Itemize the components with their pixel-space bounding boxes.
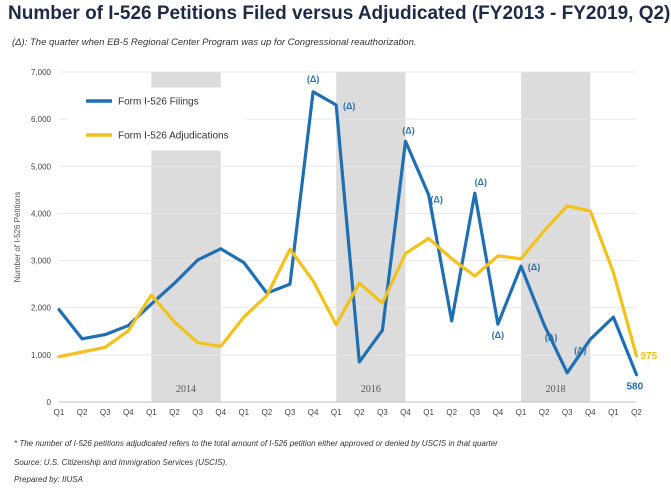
delta-annotation: (Δ): [343, 101, 355, 111]
delta-annotation: (Δ): [492, 330, 504, 340]
legend: Form I-526 Filings Form I-526 Adjudicatio…: [67, 87, 247, 151]
legend-box: [67, 87, 247, 151]
x-tick-label: Q3: [469, 408, 480, 417]
x-tick-label: Q4: [585, 408, 596, 417]
end-value-label-1: 580: [627, 382, 644, 393]
x-tick-label: Q4: [123, 408, 134, 417]
x-tick-label: Q4: [400, 408, 411, 417]
x-tick-labels: Q1 Q2 Q3 Q4 Q1 Q2 Q3 Q4 Q1 Q2 Q3 Q4 Q1 Q2 Q3 Q4 Q1 Q2 Q3 Q4…: [54, 408, 643, 417]
x-tick-label: Q4: [308, 408, 319, 417]
x-tick-label: Q2: [262, 408, 273, 417]
x-tick-label: Q3: [562, 408, 573, 417]
y-tick-label: 4,000: [31, 209, 52, 218]
delta-annotation: (Δ): [307, 74, 319, 84]
x-tick-label: Q2: [169, 408, 180, 417]
legend-label-0: Form I-526 Filings: [118, 97, 199, 108]
x-tick-label: Q1: [331, 408, 342, 417]
x-tick-label: Q2: [354, 408, 365, 417]
x-tick-label: Q1: [516, 408, 527, 417]
delta-annotation: (Δ): [528, 262, 540, 272]
series-lines: [57, 90, 639, 377]
x-tick-label: Q3: [192, 408, 203, 417]
y-tick-labels: 0 1,000 2,000 3,000 4,000 5,000 6,000 7,000: [31, 68, 52, 407]
y-tick-label: 6,000: [31, 115, 52, 124]
chart-title: Number of I-526 Petitions Filed versus A…: [8, 3, 671, 24]
x-tick-label: Q4: [493, 408, 504, 417]
x-tick-label: Q3: [377, 408, 388, 417]
delta-annotation: (Δ): [545, 333, 557, 343]
x-tick-label: Q2: [631, 408, 642, 417]
delta-annotation: (Δ): [574, 345, 586, 355]
y-tick-label: 1,000: [31, 351, 52, 360]
x-tick-label: Q4: [215, 408, 226, 417]
delta-annotation: (Δ): [430, 195, 442, 205]
footnote-source: Source: U.S. Citizenship and Immigration…: [14, 458, 228, 467]
series-line-1: [57, 204, 639, 359]
x-tick-label: Q1: [608, 408, 619, 417]
annotations: (Δ) (Δ) (Δ) (Δ) (Δ) (Δ) (Δ) (Δ) (Δ) 975 580: [307, 74, 658, 393]
y-tick-label: 3,000: [31, 257, 52, 266]
y-axis-label: Number of I-526 Petitions: [13, 192, 22, 283]
delta-annotation: (Δ): [402, 125, 414, 135]
x-tick-label: Q2: [77, 408, 88, 417]
legend-label-1: Form I-526 Adjudications: [118, 131, 229, 142]
line-chart: 2014 2016 2018 0 1,000 2,000 3,000 4,000 5,000 6…: [13, 68, 658, 417]
footnote-adjudicated: * The number of I-526 petitions adjudica…: [14, 439, 498, 448]
end-value-label-0: 975: [641, 351, 658, 362]
x-tick-label: Q3: [285, 408, 296, 417]
year-band-label-0: 2014: [176, 384, 196, 395]
y-tick-label: 5,000: [31, 162, 52, 171]
x-tick-label: Q2: [539, 408, 550, 417]
chart-subtitle: (Δ): The quarter when EB-5 Regional Cent…: [12, 37, 417, 48]
x-tick-label: Q1: [423, 408, 434, 417]
y-tick-label: 2,000: [31, 304, 52, 313]
delta-annotation: (Δ): [475, 177, 487, 187]
y-tick-label: 7,000: [31, 68, 52, 77]
x-tick-label: Q2: [446, 408, 457, 417]
year-band-label-2: 2018: [546, 384, 566, 395]
x-tick-label: Q3: [100, 408, 111, 417]
y-tick-label: 0: [47, 398, 52, 407]
year-band-label-1: 2016: [361, 384, 381, 395]
footnote-prepared-by: Prepared by: IIUSA: [14, 475, 83, 484]
x-tick-label: Q1: [238, 408, 249, 417]
x-tick-label: Q1: [146, 408, 157, 417]
x-tick-label: Q1: [54, 408, 65, 417]
